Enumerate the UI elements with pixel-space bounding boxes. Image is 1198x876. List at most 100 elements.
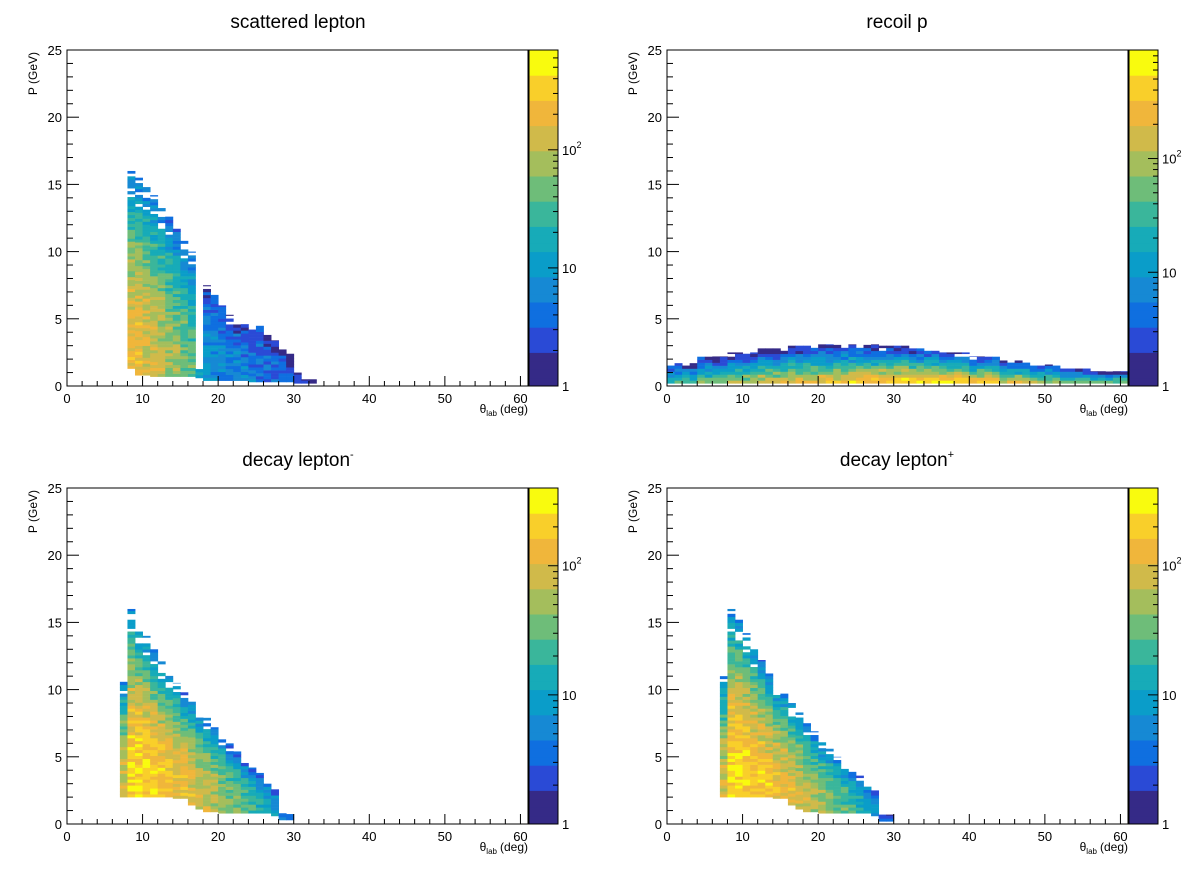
heatmap-cell xyxy=(233,351,242,355)
heatmap-cell xyxy=(248,370,257,374)
heatmap-cell xyxy=(263,343,272,347)
heatmap-cell xyxy=(855,792,864,796)
heatmap-cell xyxy=(157,332,166,336)
heatmap-cell xyxy=(689,377,698,381)
heatmap-cell xyxy=(667,368,675,372)
heatmap-cell xyxy=(765,764,774,768)
heatmap-cell xyxy=(135,667,143,671)
heatmap-cell xyxy=(757,729,766,733)
colorbar-swatch xyxy=(529,268,558,278)
heatmap-cell xyxy=(180,305,189,309)
heatmap-cell xyxy=(757,660,766,662)
heatmap-cell xyxy=(727,732,736,736)
heatmap-cell xyxy=(210,785,219,789)
heatmap-cell xyxy=(825,786,834,790)
heatmap-cell xyxy=(757,782,766,786)
heatmap-cell xyxy=(150,788,159,792)
heatmap-cell xyxy=(833,353,842,357)
heatmap-cell xyxy=(674,374,683,378)
heatmap-cell xyxy=(180,762,189,767)
heatmap-cell xyxy=(961,352,970,355)
heatmap-cell xyxy=(233,374,242,378)
heatmap-cell xyxy=(157,290,166,295)
heatmap-cell xyxy=(818,783,827,787)
heatmap-cell xyxy=(1052,377,1061,381)
heatmap-cell xyxy=(1059,377,1068,381)
heatmap-cell xyxy=(157,672,166,677)
heatmap-cell xyxy=(157,246,166,250)
heatmap-cell xyxy=(750,723,759,727)
heatmap-cell xyxy=(119,729,128,733)
heatmap-cell xyxy=(825,374,834,378)
heatmap-cell xyxy=(195,747,204,751)
panel-decay-lepton-plus: decay lepton+ P (GeV) θlab (deg) 0 10 20 30 4… xyxy=(626,449,1181,856)
heatmap-cell xyxy=(840,807,849,811)
heatmap-cell xyxy=(772,348,781,352)
heatmap-cell xyxy=(803,371,811,375)
heatmap-cell xyxy=(961,359,970,363)
heatmap-cell xyxy=(240,348,249,352)
colorbar-swatch xyxy=(529,318,558,328)
heatmap-cell xyxy=(255,777,264,782)
heatmap-cell xyxy=(742,359,751,363)
heatmap-cell xyxy=(248,777,257,782)
heatmap-cell xyxy=(142,316,151,320)
heatmap-cell xyxy=(765,773,774,777)
heatmap-cell xyxy=(157,349,166,354)
heatmap-cell xyxy=(218,351,227,355)
colorbar-swatch xyxy=(1129,681,1158,691)
heatmap-cell xyxy=(991,362,1000,366)
x-tick-label: 20 xyxy=(811,829,825,844)
heatmap-cell xyxy=(135,681,143,686)
heatmap-cell xyxy=(150,681,159,686)
heatmap-cell xyxy=(772,371,781,375)
colorbar-swatch xyxy=(529,310,558,320)
heatmap-cell xyxy=(142,310,151,314)
heatmap-cell xyxy=(1112,377,1121,381)
heatmap-cell xyxy=(172,373,181,377)
heatmap-cell xyxy=(727,661,736,665)
x-tick-label: 40 xyxy=(362,829,376,844)
heatmap-cell xyxy=(765,761,774,765)
heatmap-cell xyxy=(727,752,736,757)
heatmap-cell xyxy=(727,658,736,662)
heatmap-cell xyxy=(735,362,743,366)
heatmap-cell xyxy=(127,705,136,709)
heatmap-cell xyxy=(916,374,925,378)
heatmap-cell xyxy=(187,349,196,354)
heatmap-cell xyxy=(923,377,932,381)
heatmap-cell xyxy=(135,752,143,757)
heatmap-cell xyxy=(187,704,196,708)
heatmap-cell xyxy=(878,814,887,816)
heatmap-cell xyxy=(180,240,189,244)
heatmap-cell xyxy=(172,792,181,796)
heatmap-cell xyxy=(180,287,189,292)
colorbar-swatch xyxy=(529,782,558,791)
heatmap-cell xyxy=(248,367,257,371)
heatmap-cell xyxy=(165,320,174,324)
heatmap-cell xyxy=(263,795,272,799)
heatmap-cell xyxy=(225,789,234,793)
heatmap-cell xyxy=(795,353,804,357)
heatmap-cell xyxy=(255,370,264,374)
heatmap-cell xyxy=(127,185,136,189)
colorbar-swatch xyxy=(1129,756,1158,766)
heatmap-cell xyxy=(142,720,151,724)
colorbar-swatch xyxy=(529,647,558,657)
heatmap-cell xyxy=(180,751,189,755)
heatmap-cell xyxy=(727,646,736,650)
heatmap-cell xyxy=(999,374,1008,378)
colorbar-swatch xyxy=(1129,108,1158,118)
heatmap-cell xyxy=(225,368,234,373)
colorbar-tick-label: 10 xyxy=(1162,688,1176,703)
heatmap-cell xyxy=(135,729,143,733)
heatmap-cell xyxy=(727,740,736,745)
colorbar-swatch xyxy=(1129,176,1158,185)
heatmap-cell xyxy=(127,667,136,671)
colorbar-swatch xyxy=(1129,723,1158,733)
colorbar-swatch xyxy=(529,83,558,93)
heatmap-cell xyxy=(735,664,743,668)
heatmap-cell xyxy=(135,186,143,190)
colorbar-tick-label: 102 xyxy=(1162,149,1181,167)
heatmap-cell xyxy=(750,669,759,674)
